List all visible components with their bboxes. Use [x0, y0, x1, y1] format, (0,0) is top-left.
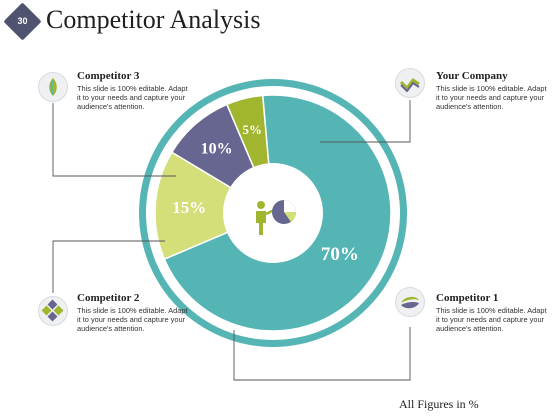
slice-label-competitor-2: 10% — [201, 141, 233, 158]
callout-competitor3-desc: This slide is 100% editable. Adapt it to… — [77, 84, 188, 111]
slide-number: 30 — [17, 16, 28, 26]
slice-label-competitor-1: 15% — [172, 198, 206, 217]
callout-competitor2-title: Competitor 2 — [77, 292, 140, 304]
diamond-cluster-icon — [41, 299, 64, 322]
competitor2-icon-badge — [38, 296, 68, 326]
connector-lines — [52, 100, 411, 381]
leaf-drop-icon — [49, 78, 57, 96]
callout-competitor3: Competitor 3 This slide is 100% editable… — [77, 70, 189, 111]
slice-label-your-company: 70% — [321, 244, 359, 265]
page-title: Competitor Analysis — [46, 5, 261, 34]
presenter-chart-icon — [256, 200, 297, 235]
connector-competitor2 — [52, 240, 165, 293]
connector-competitor1 — [233, 327, 411, 381]
slice-label-competitor-3: 5% — [242, 122, 262, 137]
callout-your-company-title: Your Company — [436, 70, 508, 82]
callout-competitor1: Competitor 1 This slide is 100% editable… — [436, 292, 548, 333]
competitor1-icon-badge — [395, 287, 425, 317]
slice-labels: 70% 15% 10% 5% — [172, 122, 359, 265]
callout-competitor3-title: Competitor 3 — [77, 70, 140, 82]
callout-competitor1-desc: This slide is 100% editable. Adapt it to… — [436, 306, 547, 333]
callout-competitor1-title: Competitor 1 — [436, 292, 499, 304]
callout-your-company: Your Company This slide is 100% editable… — [436, 70, 548, 111]
callout-your-company-desc: This slide is 100% editable. Adapt it to… — [436, 84, 547, 111]
callout-competitor2: Competitor 2 This slide is 100% editable… — [77, 292, 189, 333]
connector-your-company — [320, 100, 411, 143]
competitor3-icon-badge — [38, 72, 68, 102]
pie-slice-competitor-1 — [154, 151, 275, 261]
swoosh-globe-icon — [401, 296, 419, 309]
arrow-zigzag-icon — [399, 78, 420, 92]
footer-note: All Figures in % — [399, 397, 479, 411]
connector-competitor3 — [52, 103, 176, 177]
your-company-icon-badge — [395, 68, 425, 98]
callout-competitor2-desc: This slide is 100% editable. Adapt it to… — [77, 306, 188, 333]
